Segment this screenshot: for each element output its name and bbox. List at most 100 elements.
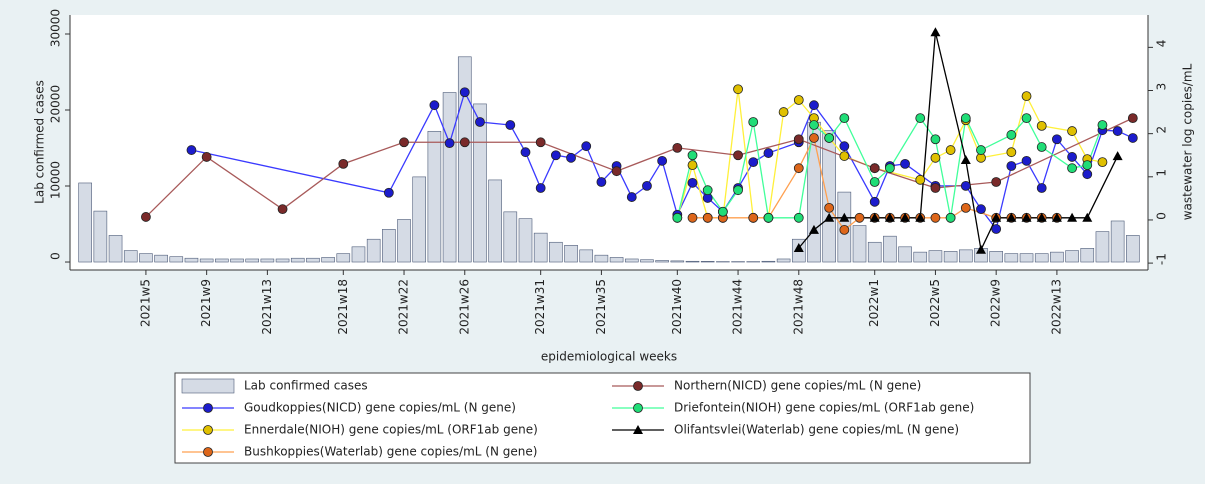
bar	[154, 254, 168, 263]
marker	[1082, 212, 1093, 222]
bar	[1110, 220, 1125, 263]
bar	[321, 257, 335, 263]
y-tick-label: 20000	[49, 85, 63, 123]
y2-tick-label: 3	[1155, 83, 1169, 91]
marker	[1067, 163, 1077, 174]
bar	[594, 254, 609, 263]
marker	[930, 212, 941, 223]
marker	[687, 160, 698, 171]
bar	[230, 258, 244, 263]
marker	[1082, 169, 1093, 180]
marker	[976, 145, 986, 155]
marker	[1112, 126, 1123, 136]
x-tick-label: 2021w48	[791, 279, 805, 335]
marker	[975, 244, 986, 254]
marker	[915, 113, 926, 124]
bar	[624, 258, 639, 263]
marker	[824, 133, 835, 143]
marker	[793, 95, 804, 105]
marker	[633, 381, 643, 391]
bar	[290, 257, 305, 263]
bar	[700, 261, 715, 263]
bar	[549, 241, 563, 263]
marker	[839, 113, 850, 124]
marker	[1067, 126, 1077, 136]
bar	[852, 225, 867, 263]
marker	[596, 177, 607, 187]
marker	[1021, 91, 1032, 102]
marker	[338, 158, 349, 169]
marker	[900, 158, 910, 169]
marker	[203, 447, 213, 457]
marker	[657, 155, 668, 166]
y2-tick-label: 2	[1155, 126, 1169, 134]
bar	[1065, 250, 1079, 263]
marker	[1112, 151, 1123, 161]
marker	[1021, 155, 1032, 166]
marker	[633, 403, 643, 413]
marker	[566, 152, 576, 163]
bar	[1034, 253, 1049, 263]
marker	[809, 100, 819, 111]
bar	[1080, 248, 1095, 263]
marker	[763, 212, 774, 223]
marker	[1097, 120, 1108, 130]
marker	[960, 202, 971, 213]
bar	[776, 258, 791, 263]
bar	[564, 244, 578, 263]
bar	[184, 257, 199, 263]
bar	[382, 229, 396, 263]
marker	[1052, 134, 1062, 145]
y2-tick-label: 4	[1155, 40, 1169, 48]
marker	[702, 212, 713, 223]
y2-axis-title: wastewater log copies/mL	[1181, 63, 1195, 220]
marker	[1006, 147, 1017, 158]
bar	[761, 260, 776, 263]
marker	[991, 212, 1002, 222]
bar	[488, 179, 502, 263]
bar	[199, 258, 214, 263]
marker	[733, 185, 743, 196]
x-tick-label: 2021w5	[138, 279, 152, 327]
legend-label: Northern(NICD) gene copies/mL (N gene)	[674, 379, 921, 393]
marker	[642, 180, 652, 191]
marker	[475, 117, 485, 127]
marker	[748, 212, 759, 223]
marker	[824, 212, 835, 222]
marker	[930, 27, 941, 37]
bar	[518, 218, 533, 263]
marker	[945, 145, 956, 155]
legend	[174, 372, 1031, 464]
marker	[778, 107, 789, 117]
marker	[1021, 212, 1032, 222]
marker	[459, 87, 470, 98]
bar	[1004, 253, 1019, 263]
marker	[505, 120, 516, 130]
marker	[733, 84, 743, 95]
bar	[1126, 235, 1140, 263]
marker	[611, 166, 622, 177]
marker	[1067, 212, 1078, 222]
marker	[869, 177, 880, 187]
marker	[930, 152, 941, 163]
marker	[687, 212, 698, 223]
x-tick-label: 2022w5	[928, 279, 942, 327]
bar	[685, 260, 700, 263]
marker	[854, 212, 865, 223]
marker	[1021, 113, 1032, 124]
bar	[427, 130, 442, 263]
marker	[581, 141, 592, 152]
x-tick-label: 2021w9	[199, 279, 213, 327]
marker	[1127, 133, 1138, 143]
marker	[793, 242, 804, 252]
bar	[397, 219, 411, 263]
marker	[748, 117, 759, 127]
bar	[442, 92, 457, 263]
marker	[201, 152, 212, 162]
bar	[1050, 251, 1064, 263]
bar	[366, 238, 381, 263]
marker	[550, 150, 561, 161]
bar	[78, 182, 92, 263]
marker	[702, 185, 713, 196]
